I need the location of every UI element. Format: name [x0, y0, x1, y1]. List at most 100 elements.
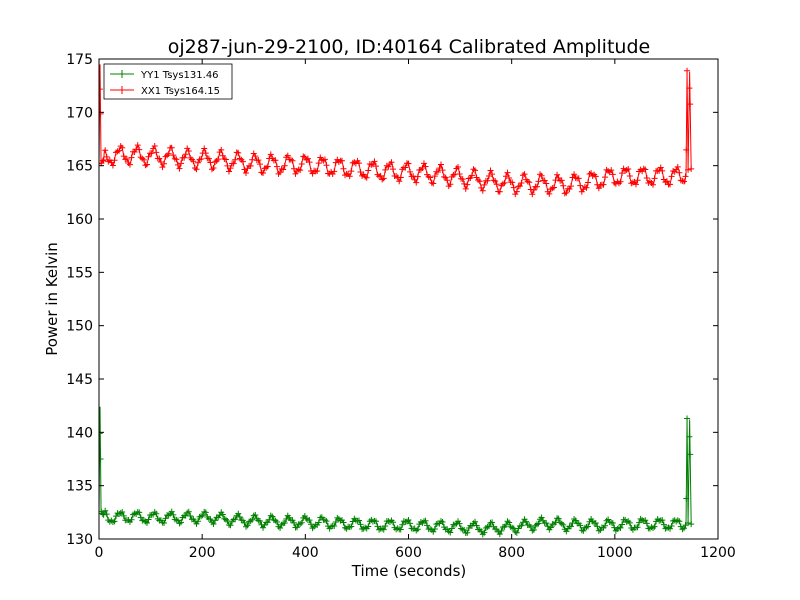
- data-point: [377, 172, 384, 179]
- data-point: [554, 171, 561, 178]
- data-point: [547, 524, 554, 531]
- data-point: [688, 165, 695, 172]
- data-point: [462, 185, 469, 192]
- data-point: [176, 165, 183, 172]
- data-point: [298, 161, 305, 168]
- data-point: [563, 189, 570, 196]
- data-point: [348, 523, 355, 530]
- data-point: [243, 169, 250, 176]
- x-tick-label: 400: [292, 545, 319, 561]
- data-point: [100, 511, 107, 518]
- data-point: [193, 166, 200, 173]
- data-point: [264, 163, 271, 170]
- data-point: [174, 161, 181, 168]
- legend: YY1 Tsys131.46 XX1 Tsys164.15: [103, 63, 233, 100]
- x-tick-label: 600: [395, 545, 422, 561]
- data-point: [241, 166, 248, 173]
- data-point: [492, 178, 499, 185]
- data-point: [660, 521, 667, 528]
- y-axis-label: Power in Kelvin: [43, 242, 61, 356]
- data-point: [405, 160, 412, 167]
- data-point: [219, 152, 226, 159]
- data-point: [306, 159, 313, 166]
- data-point: [585, 523, 592, 530]
- series-yy1: [99, 406, 695, 538]
- data-point: [371, 158, 378, 165]
- data-point: [634, 177, 641, 184]
- data-point: [683, 146, 690, 153]
- y-tick-label: 140: [66, 425, 93, 441]
- data-point: [410, 173, 417, 180]
- data-point: [626, 519, 633, 526]
- data-point: [651, 175, 658, 182]
- data-point: [218, 146, 225, 153]
- data-point: [600, 181, 607, 188]
- data-point: [256, 161, 263, 168]
- data-point: [431, 173, 438, 180]
- y-tick-label: 165: [66, 159, 93, 175]
- data-point: [281, 162, 288, 169]
- series-markers: [99, 415, 695, 538]
- data-point: [241, 519, 248, 526]
- data-point: [558, 177, 565, 184]
- data-point: [422, 517, 429, 524]
- data-point: [210, 165, 217, 172]
- data-point: [382, 522, 389, 529]
- data-point: [456, 171, 463, 178]
- data-point: [340, 519, 347, 526]
- data-point: [249, 516, 256, 523]
- data-point: [544, 523, 551, 530]
- data-point: [103, 153, 110, 160]
- data-point: [439, 518, 446, 525]
- data-point: [650, 181, 657, 188]
- data-point: [355, 160, 362, 167]
- data-point: [609, 519, 616, 526]
- data-point: [448, 525, 455, 532]
- data-point: [684, 415, 691, 422]
- data-point: [153, 149, 160, 156]
- data-point: [99, 86, 103, 93]
- y-tick-label: 135: [66, 479, 93, 495]
- data-point: [235, 149, 242, 156]
- data-point: [315, 160, 322, 167]
- data-point: [216, 512, 223, 519]
- data-point: [99, 430, 103, 437]
- data-point: [580, 527, 587, 534]
- data-point: [444, 177, 451, 184]
- data-point: [659, 517, 666, 524]
- data-point: [178, 160, 185, 167]
- data-point: [102, 147, 109, 154]
- data-point: [538, 514, 545, 521]
- data-point: [687, 451, 694, 458]
- data-point: [298, 519, 305, 526]
- data-point: [498, 527, 505, 534]
- data-point: [252, 153, 259, 160]
- data-point: [225, 168, 232, 175]
- data-point: [331, 522, 338, 529]
- data-point: [338, 157, 345, 164]
- data-point: [407, 168, 414, 175]
- data-point: [468, 172, 475, 179]
- data-point: [434, 169, 441, 176]
- y-tick-label: 145: [66, 372, 93, 388]
- data-point: [255, 157, 262, 164]
- legend-label-xx1: XX1 Tsys164.15: [141, 86, 220, 97]
- x-axis-label: Time (seconds): [351, 562, 467, 580]
- data-point: [420, 160, 427, 167]
- data-point: [485, 172, 492, 179]
- data-point: [530, 187, 537, 194]
- data-point: [414, 526, 421, 533]
- data-point: [210, 521, 217, 528]
- data-point: [585, 179, 592, 186]
- data-point: [232, 156, 239, 163]
- data-point: [484, 177, 491, 184]
- data-point: [207, 516, 214, 523]
- data-point: [332, 159, 339, 166]
- data-point: [476, 178, 483, 185]
- data-point: [680, 525, 687, 532]
- data-point: [489, 171, 496, 178]
- x-tick-label: 1000: [597, 545, 633, 561]
- data-point: [182, 151, 189, 158]
- data-point: [173, 156, 180, 163]
- data-point: [99, 157, 106, 164]
